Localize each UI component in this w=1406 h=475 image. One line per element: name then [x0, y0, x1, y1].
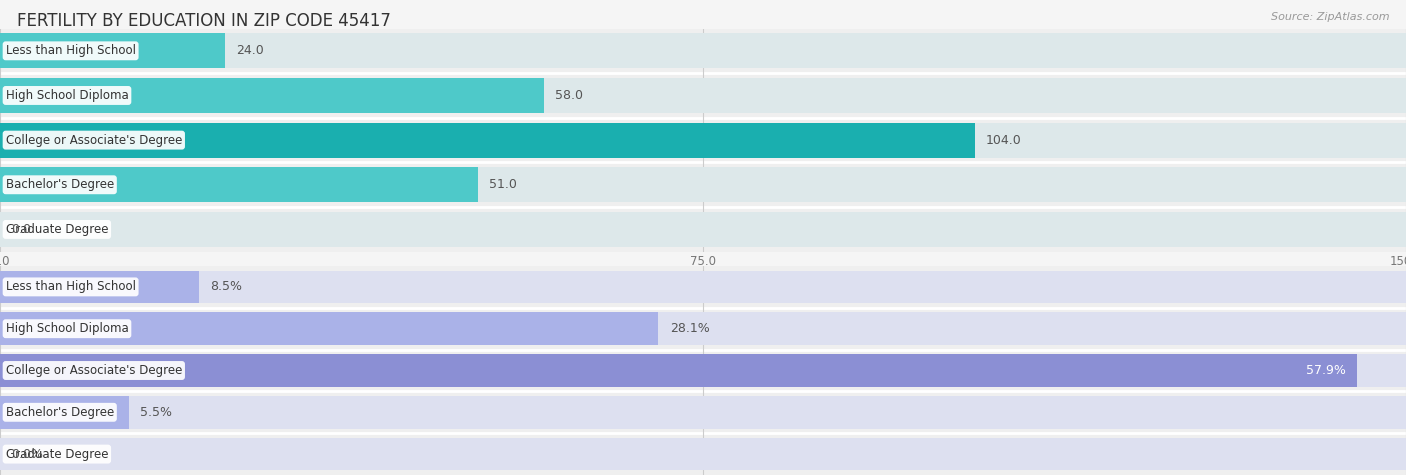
Text: Less than High School: Less than High School	[6, 280, 135, 294]
Text: FERTILITY BY EDUCATION IN ZIP CODE 45417: FERTILITY BY EDUCATION IN ZIP CODE 45417	[17, 12, 391, 30]
Text: Graduate Degree: Graduate Degree	[6, 447, 108, 461]
Bar	[0, 118, 1406, 162]
Bar	[0, 271, 200, 303]
Bar	[0, 28, 1406, 73]
Text: Less than High School: Less than High School	[6, 44, 135, 57]
Bar	[0, 78, 1406, 113]
Text: Source: ZipAtlas.com: Source: ZipAtlas.com	[1271, 12, 1389, 22]
Bar	[0, 396, 1406, 428]
Bar	[0, 33, 1406, 68]
Bar	[0, 313, 1406, 345]
Bar	[0, 271, 1406, 303]
Text: 104.0: 104.0	[986, 133, 1022, 147]
Text: High School Diploma: High School Diploma	[6, 89, 128, 102]
Text: 0.0: 0.0	[11, 223, 31, 236]
Bar	[0, 266, 1406, 308]
Bar	[0, 354, 1357, 387]
Text: 0.0%: 0.0%	[11, 447, 44, 461]
Bar	[0, 391, 1406, 433]
Text: College or Associate's Degree: College or Associate's Degree	[6, 133, 181, 147]
Bar	[0, 73, 1406, 118]
Text: High School Diploma: High School Diploma	[6, 322, 128, 335]
Bar	[0, 212, 1406, 247]
Bar	[0, 162, 1406, 207]
Text: 57.9%: 57.9%	[1306, 364, 1346, 377]
Text: 24.0: 24.0	[236, 44, 264, 57]
Bar	[0, 123, 1406, 158]
Text: Bachelor's Degree: Bachelor's Degree	[6, 178, 114, 191]
Bar	[0, 207, 1406, 252]
Bar	[0, 123, 974, 158]
Bar	[0, 354, 1406, 387]
Bar	[0, 167, 1406, 202]
Bar	[0, 433, 1406, 475]
Bar	[0, 350, 1406, 391]
Text: 8.5%: 8.5%	[211, 280, 242, 294]
Bar	[0, 308, 1406, 350]
Bar	[0, 313, 658, 345]
Bar	[0, 33, 225, 68]
Text: Graduate Degree: Graduate Degree	[6, 223, 108, 236]
Text: Bachelor's Degree: Bachelor's Degree	[6, 406, 114, 419]
Bar	[0, 78, 544, 113]
Text: 58.0: 58.0	[555, 89, 583, 102]
Bar	[0, 438, 1406, 470]
Text: 28.1%: 28.1%	[669, 322, 710, 335]
Text: 5.5%: 5.5%	[141, 406, 172, 419]
Text: 51.0: 51.0	[489, 178, 517, 191]
Bar	[0, 167, 478, 202]
Bar	[0, 396, 129, 428]
Text: College or Associate's Degree: College or Associate's Degree	[6, 364, 181, 377]
